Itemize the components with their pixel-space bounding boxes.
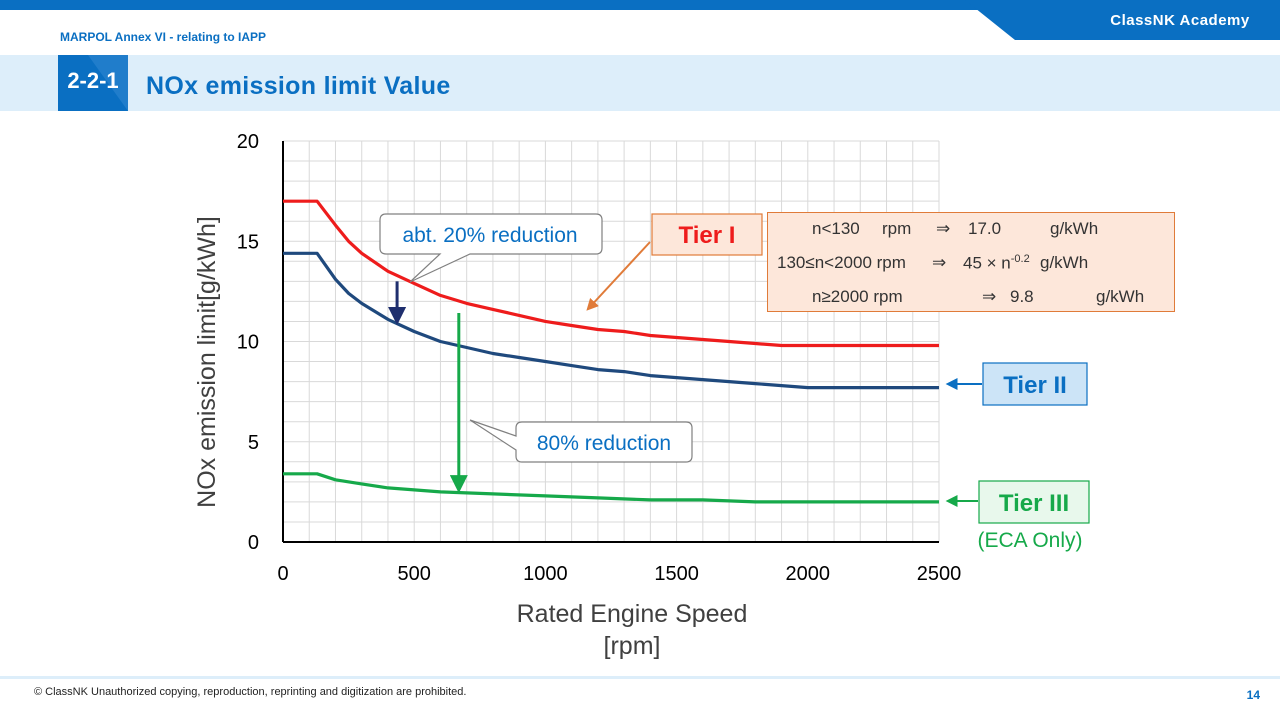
tier1-label: Tier I (679, 222, 736, 249)
y-tick-label: 5 (248, 432, 259, 454)
formula-row3-value: 9.8 (1010, 287, 1034, 306)
formula-row1-unit: g/kWh (1050, 219, 1099, 238)
formula-row2-value: 45 × n-0.2 (963, 253, 1030, 273)
y-tick-label: 20 (237, 131, 259, 153)
nox-limit-chart: 0 500 1000 1500 2000 2500 0 5 10 15 20 Rated Engine… (193, 131, 1090, 660)
y-tick-label: 0 (248, 532, 259, 554)
formula-row1-arrow: ⇒ (936, 219, 951, 238)
formula-row2-unit: g/kWh (1040, 253, 1089, 272)
page-title: NOx emission limit Value (146, 72, 451, 100)
tier2-label: Tier II (1003, 372, 1067, 399)
reduction-20-label: abt. 20% reduction (402, 224, 577, 247)
slide-subtitle: MARPOL Annex VI - relating to IAPP (60, 30, 267, 44)
reduction-80-callout-box (469, 419, 693, 463)
chart-grid (282, 140, 940, 543)
chart-series (283, 199, 939, 504)
x-axis-label: Rated Engine Speed (517, 600, 748, 628)
tier3-line (283, 472, 939, 504)
tier1-label-box (651, 213, 763, 256)
formula-row2-condition: 130≤n<2000 rpm (777, 253, 906, 272)
formula-row1-condition: n<130 (812, 219, 860, 238)
reduction-20-callout-box (379, 213, 603, 283)
section-number: 2-2-1 (67, 68, 119, 93)
page-number: 14 (1246, 688, 1260, 702)
tier3-label: Tier III (999, 490, 1069, 517)
formula-row2-arrow: ⇒ (932, 253, 947, 272)
eca-only-label: (ECA Only) (977, 529, 1082, 552)
y-axis-label: NOx emission limit[g/kWh] (193, 216, 221, 508)
title-band (0, 55, 1280, 111)
tier1-formula-box: n<130 rpm ⇒ 17.0 g/kWh 130≤n<2000 rpm ⇒ … (767, 212, 1175, 312)
formula-row3-arrow: ⇒ (982, 287, 997, 306)
y-tick-label: 15 (237, 231, 259, 253)
formula-row1-value: 17.0 (968, 219, 1002, 238)
x-tick-label: 0 (277, 563, 288, 585)
x-axis-unit: [rpm] (604, 632, 661, 660)
formula-row1-rpm-unit: rpm (882, 219, 912, 238)
section-number-box (58, 55, 128, 111)
formula-row3-condition: n≥2000 rpm (812, 287, 903, 306)
tier2-line (283, 251, 939, 390)
x-tick-label: 1500 (654, 563, 699, 585)
y-tick-label: 10 (237, 332, 259, 354)
footer-copyright: © ClassNK Unauthorized copying, reproduc… (34, 686, 467, 698)
tier3-label-box (978, 480, 1090, 524)
formula-row-3: n≥2000 rpm ⇒ 9.8 g/kWh (768, 287, 1176, 309)
formula-row-1: n<130 rpm ⇒ 17.0 g/kWh (768, 219, 1176, 241)
formula-row2-exponent: -0.2 (1010, 253, 1030, 265)
tier1-line (283, 199, 939, 348)
tier1-pointer-arrow (586, 241, 651, 311)
x-tick-label: 2500 (917, 563, 962, 585)
chart-annotations: abt. 20% reduction 80% reduction (379, 213, 693, 494)
brand-name: ClassNK Academy (1110, 12, 1250, 29)
reduction-80-label: 80% reduction (537, 432, 671, 455)
x-tick-label: 500 (398, 563, 431, 585)
formula-row-2: 130≤n<2000 rpm ⇒ 45 × n-0.2 g/kWh (768, 253, 1176, 275)
chart-axes: 0 500 1000 1500 2000 2500 0 5 10 15 20 Rated Engine… (193, 131, 961, 660)
chart-labels: Tier I Tier II Tier III (ECA Only) (586, 213, 1090, 552)
brand-tab (965, 0, 1280, 40)
x-tick-label: 1000 (523, 563, 568, 585)
formula-row3-unit: g/kWh (1096, 287, 1145, 306)
x-tick-label: 2000 (786, 563, 831, 585)
header-top-bar (0, 0, 1280, 10)
footer-divider (0, 676, 1280, 679)
tier2-label-box (982, 362, 1088, 406)
